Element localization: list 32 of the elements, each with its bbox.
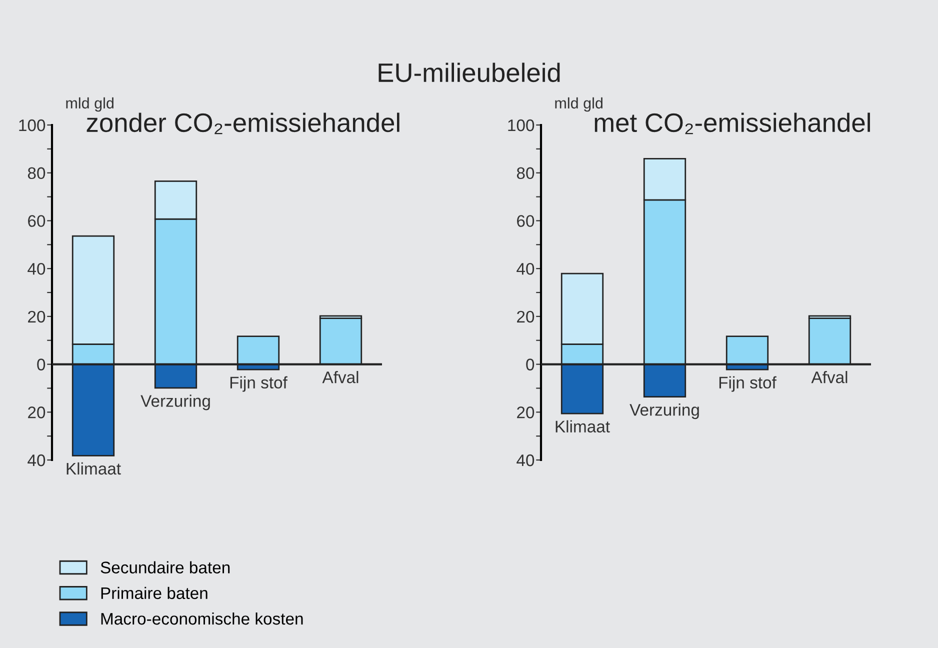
legend-label: Primaire baten bbox=[101, 586, 208, 600]
text: EU-milieubeleid bbox=[378, 62, 560, 82]
y-tick-label: 20 bbox=[517, 310, 534, 323]
y-tick-label: 60 bbox=[517, 215, 534, 227]
y-tick-label: 40 bbox=[28, 262, 46, 275]
y-tick-label: 40 bbox=[516, 262, 534, 275]
y-tick-label: 0 bbox=[526, 358, 534, 370]
y-tick-label: 20 bbox=[28, 406, 46, 418]
x-tick-label: Afval bbox=[811, 370, 848, 384]
y-tick-label: 20 bbox=[517, 406, 534, 418]
y-axis-title: mld gld bbox=[555, 97, 602, 112]
y-tick-label: 80 bbox=[28, 167, 46, 180]
x-tick-label: Klimaat bbox=[66, 462, 121, 475]
chart-subtitle: met CO₂-emissiehandel bbox=[594, 112, 870, 134]
y-tick-label: 80 bbox=[516, 167, 534, 180]
x-tick-label: Verzuring bbox=[140, 394, 210, 410]
y-tick-label: 60 bbox=[28, 215, 46, 227]
y-tick-label: 40 bbox=[516, 454, 534, 466]
x-tick-label: Fijn stof bbox=[230, 376, 288, 392]
x-tick-label: Verzuring bbox=[630, 404, 699, 420]
y-tick-label: 100 bbox=[508, 119, 534, 132]
x-tick-label: Fijn stof bbox=[719, 376, 776, 392]
y-tick-label: 40 bbox=[28, 454, 46, 466]
legend-label: Secundaire baten bbox=[100, 561, 230, 574]
y-tick-label: 100 bbox=[19, 119, 46, 132]
x-tick-label: Afval bbox=[322, 370, 358, 384]
y-tick-label: 20 bbox=[28, 310, 46, 323]
legend-label: Macro-economische kosten bbox=[101, 612, 303, 625]
y-axis-title: mld gld bbox=[66, 97, 114, 112]
chart-subtitle: zonder CO₂-emissiehandel bbox=[86, 112, 400, 134]
y-tick-label: 0 bbox=[37, 358, 46, 370]
x-tick-label: Klimaat bbox=[556, 420, 610, 433]
